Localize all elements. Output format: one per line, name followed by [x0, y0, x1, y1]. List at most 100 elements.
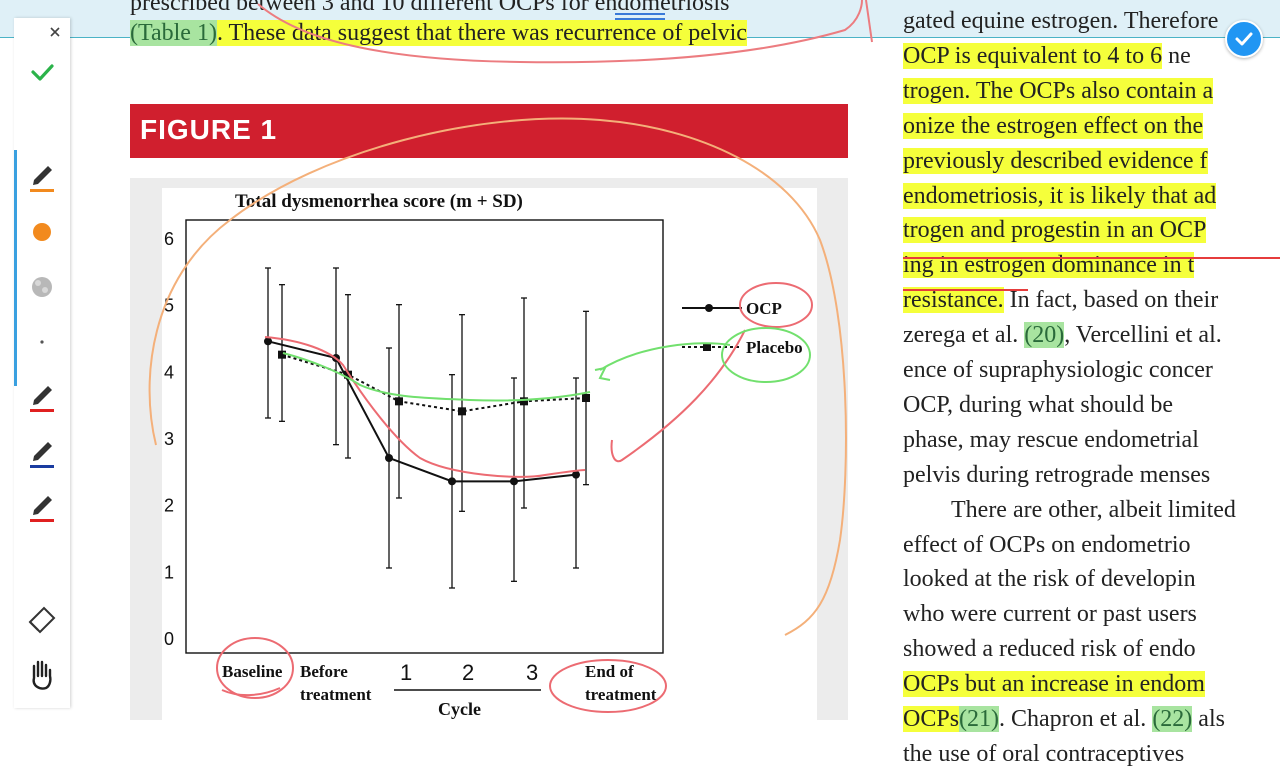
text-span: the use of oral contraceptives	[903, 740, 1185, 767]
data-point-ocp	[385, 454, 393, 462]
text-span: zerega et al.	[903, 322, 1025, 349]
right-text-line: ing in estrogen dominance in t	[903, 250, 1195, 280]
highlighted-text: onize the estrogen effect on the	[903, 112, 1204, 139]
right-text-line: showed a reduced risk of endo	[903, 634, 1196, 664]
right-text-line: OCP is equivalent to 4 to 6 ne	[903, 41, 1191, 71]
eraser-icon[interactable]	[14, 598, 70, 642]
x-tick-label: Baseline	[222, 662, 283, 681]
figure-image: Total dysmenorrhea score (m + SD) 0 1 2 3 4 5 6…	[162, 188, 817, 720]
data-point-ocp	[332, 354, 340, 362]
text-span: . Chapron et al.	[999, 706, 1153, 732]
plot-frame	[185, 219, 664, 654]
right-text-line: trogen and progestin in an OCP	[903, 215, 1207, 245]
x-tick-label: Before	[300, 662, 348, 681]
color-orange-swatch[interactable]	[14, 212, 70, 256]
legend-label: OCP	[746, 299, 782, 318]
y-tick-label: 0	[164, 629, 174, 649]
right-text-line: ence of supraphysiologic concer	[903, 355, 1213, 385]
text-span: showed a reduced risk of endo	[903, 636, 1196, 663]
text-line-2: . These data suggest that there was recu…	[216, 20, 747, 46]
data-point-placebo	[395, 397, 403, 406]
active-group-indicator	[14, 150, 17, 386]
y-tick-label: 1	[164, 562, 174, 582]
x-tick-label: 3	[526, 660, 538, 685]
highlighted-text: resistance.	[903, 287, 1004, 314]
highlighted-text: trogen. The OCPs also contain a	[903, 77, 1214, 104]
right-text-line: effect of OCPs on endometrio	[903, 530, 1191, 560]
highlighted-text: endometriosis, it is likely that ad	[903, 182, 1217, 209]
right-text-line: onize the estrogen effect on the	[903, 111, 1204, 141]
right-text-line: There are other, albeit limited	[951, 495, 1236, 525]
table-reference-link[interactable]: (Table 1)	[130, 20, 217, 46]
right-text-line: the use of oral contraceptives	[903, 739, 1184, 769]
highlighted-text: ing in estrogen dominance in t	[903, 252, 1195, 279]
highlighted-text: OCPs but an increase in endom	[903, 671, 1205, 698]
text-span: OCP, during what should be	[903, 391, 1173, 418]
highlighted-text: previously described evidence f	[903, 147, 1208, 174]
text-span: In fact, based on their	[1003, 287, 1219, 314]
x-tick-label: treatment	[585, 685, 657, 704]
series-line-ocp	[267, 340, 577, 483]
text-span: phase, may rescue endometrial	[903, 426, 1199, 453]
pen-blue-icon[interactable]	[14, 432, 70, 476]
highlighted-text: OCPs	[903, 706, 960, 732]
citation-link[interactable]: (21)	[959, 706, 1000, 732]
data-point-ocp	[572, 470, 580, 479]
legend-marker	[705, 304, 713, 312]
close-icon[interactable]	[14, 18, 70, 62]
data-point-placebo	[458, 407, 466, 416]
annotation-tool-palette	[14, 18, 70, 708]
legend-marker	[703, 343, 711, 351]
pen-red-icon[interactable]	[14, 376, 70, 420]
text-span: looked at the risk of developin	[903, 566, 1196, 593]
chart-title: Total dysmenorrhea score (m + SD)	[235, 191, 523, 212]
data-point-placebo	[344, 370, 352, 379]
data-point-ocp	[264, 337, 272, 346]
right-text-line: OCP, during what should be	[903, 390, 1173, 420]
x-tick-label: End of	[585, 662, 634, 681]
text-line-1: prescribed between 3 and 10 different OC…	[130, 0, 730, 16]
right-text-line: trogen. The OCPs also contain a	[903, 76, 1214, 106]
text-span: ne	[1162, 42, 1191, 69]
figure-label: FIGURE 1	[140, 114, 278, 145]
right-text-line: resistance. In fact, based on their	[903, 285, 1218, 315]
citation-link[interactable]: (22)	[1152, 706, 1193, 732]
x-tick-label: treatment	[300, 685, 372, 704]
data-point-placebo	[278, 350, 286, 359]
text-span: effect of OCPs on endometrio	[903, 531, 1191, 558]
right-text-line: gated equine estrogen. Therefore	[903, 6, 1218, 36]
right-text-line: previously described evidence f	[903, 146, 1208, 176]
figure-banner: FIGURE 1	[130, 104, 848, 158]
y-tick-label: 2	[164, 496, 174, 516]
confirm-check-icon[interactable]	[1225, 20, 1263, 58]
y-tick-label: 5	[164, 296, 174, 316]
right-text-line: OCPs(21). Chapron et al. (22) als	[903, 704, 1225, 734]
y-tick-label: 3	[164, 429, 174, 449]
highlighted-text: trogen and progestin in an OCP	[903, 217, 1207, 244]
y-tick-label: 4	[164, 362, 174, 382]
hand-pan-icon[interactable]	[14, 652, 70, 696]
right-text-line: pelvis during retrograde menses	[903, 460, 1210, 490]
text-span: gated equine estrogen. Therefore	[903, 8, 1219, 34]
data-point-ocp	[448, 477, 456, 486]
right-text-line: endometriosis, it is likely that ad	[903, 181, 1217, 211]
right-text-line: who were current or past users	[903, 599, 1197, 629]
text-span: als	[1192, 706, 1225, 732]
right-text-line: OCPs but an increase in endom	[903, 669, 1205, 699]
size-dot-icon[interactable]	[14, 322, 70, 366]
body-text-line: prescribed between 3 and 10 different OC…	[130, 0, 729, 18]
x-tick-label: 1	[400, 660, 412, 685]
data-point-placebo	[582, 394, 590, 402]
text-span: pelvis during retrograde menses	[903, 461, 1211, 488]
pen-red-2-icon[interactable]	[14, 486, 70, 530]
pen-orange-icon[interactable]	[14, 156, 70, 200]
text-span: who were current or past users	[903, 601, 1197, 628]
data-point-placebo	[520, 397, 528, 406]
x-axis-label: Cycle	[438, 699, 481, 719]
opacity-swatch-icon[interactable]	[14, 267, 70, 311]
citation-link[interactable]: (20)	[1024, 322, 1065, 349]
check-icon[interactable]	[14, 54, 70, 98]
text-span: There are other, albeit limited	[951, 496, 1236, 523]
x-tick-label: 2	[462, 660, 474, 685]
series-line-placebo	[281, 353, 587, 413]
